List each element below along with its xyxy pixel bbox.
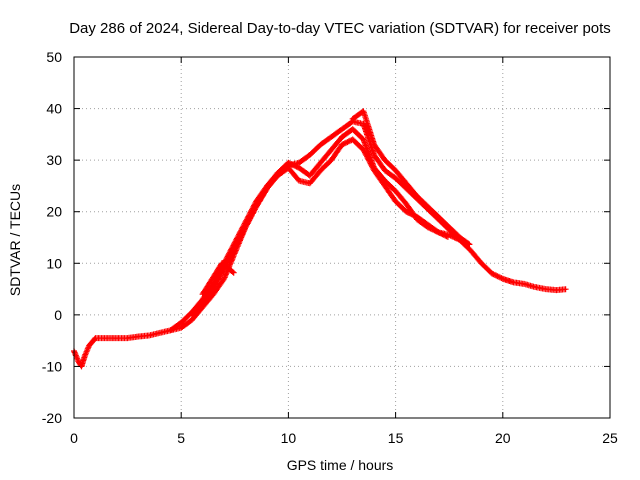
x-tick-label: 0 — [70, 430, 78, 446]
data-marker-segment — [206, 271, 218, 287]
data-marker-segment — [86, 336, 98, 349]
grid-lines — [74, 57, 610, 418]
y-tick-label: 20 — [46, 204, 62, 220]
data-marker-segment — [414, 193, 430, 209]
data-marker-segment — [306, 142, 323, 158]
data-marker-segment — [360, 136, 377, 170]
data-marker-segment — [553, 286, 569, 294]
y-tick-label: 40 — [46, 101, 62, 117]
data-marker-segment — [478, 260, 494, 276]
data-marker-segment — [199, 282, 212, 298]
data-marker-segment — [124, 333, 140, 342]
data-series — [71, 108, 569, 370]
data-marker-segment — [467, 247, 484, 266]
series-track-e — [199, 260, 237, 298]
data-marker-segment — [146, 330, 162, 339]
y-tick-label: 30 — [46, 152, 62, 168]
data-marker-segment — [306, 168, 323, 187]
data-marker-segment — [328, 127, 344, 140]
series-track-d — [349, 108, 473, 248]
data-marker-segment — [392, 188, 409, 206]
y-tick-label: 10 — [46, 255, 62, 271]
data-marker-segment — [306, 160, 323, 179]
data-marker-segment — [253, 186, 270, 210]
x-tick-label: 25 — [602, 430, 618, 446]
data-marker-segment — [349, 136, 366, 152]
series-track-c — [188, 126, 462, 318]
data-marker-segment — [210, 277, 227, 298]
data-marker-segment — [199, 287, 216, 308]
data-marker-segment — [381, 167, 398, 181]
data-marker-segment — [264, 171, 280, 192]
data-marker-segment — [328, 143, 345, 164]
data-marker-segment — [210, 266, 227, 293]
data-marker-segment — [317, 148, 334, 166]
data-marker-segment — [446, 224, 462, 240]
data-marker-segment — [285, 164, 302, 183]
chart-title: Day 286 of 2024, Sidereal Day-to-day VTE… — [69, 20, 611, 37]
data-marker-segment — [414, 216, 430, 230]
series-track-b — [167, 136, 451, 334]
data-marker-segment — [317, 134, 334, 148]
x-tick-label: 20 — [495, 430, 511, 446]
x-tick-label: 5 — [177, 430, 185, 446]
data-marker-segment — [392, 167, 409, 186]
data-marker-segment — [296, 152, 312, 166]
data-marker-segment — [231, 225, 248, 251]
data-marker-segment — [218, 260, 231, 271]
data-marker-segment — [456, 234, 473, 248]
data-marker-segment — [489, 270, 505, 282]
data-marker-segment — [285, 159, 301, 171]
data-marker-segment — [188, 302, 205, 318]
data-marker-segment — [532, 284, 548, 292]
data-marker-segment — [521, 280, 537, 290]
data-marker-segment — [392, 198, 409, 214]
x-tick-label: 15 — [388, 430, 404, 446]
data-marker-segment — [360, 121, 377, 157]
data-marker-segment — [371, 152, 387, 173]
data-marker-segment — [381, 157, 398, 173]
data-marker-segment — [403, 201, 420, 222]
data-marker-segment — [371, 141, 387, 162]
y-tick-label: -20 — [42, 410, 62, 426]
y-tick-label: 50 — [46, 49, 62, 65]
data-marker-segment — [199, 282, 216, 303]
y-tick-label: -10 — [42, 358, 62, 374]
x-axis-label: GPS time / hours — [287, 457, 394, 473]
data-marker-segment — [360, 108, 377, 147]
data-marker-segment — [328, 135, 344, 153]
data-marker-segment — [178, 317, 194, 331]
data-marker-segment — [349, 126, 366, 142]
data-marker-segment — [274, 160, 291, 176]
data-marker-segment — [371, 164, 387, 183]
data-marker-segment — [392, 175, 409, 191]
axis-ticks: 0 5 10 15 20 25 -20 -10 0 10 20 30 40 50 — [42, 49, 618, 446]
y-tick-label: 0 — [54, 307, 62, 323]
x-tick-label: 10 — [281, 430, 297, 446]
data-marker-segment — [381, 177, 398, 194]
y-axis-label: SDTVAR / TECUs — [7, 184, 23, 296]
data-marker-segment — [435, 213, 452, 230]
series-track-a — [71, 118, 569, 370]
data-marker-segment — [424, 203, 441, 219]
data-marker-segment — [317, 158, 334, 174]
data-marker-segment — [381, 182, 398, 204]
plot-frame — [73, 56, 611, 419]
data-marker-segment — [403, 180, 420, 199]
data-marker-segment — [242, 204, 259, 231]
data-marker-segment — [225, 265, 237, 276]
